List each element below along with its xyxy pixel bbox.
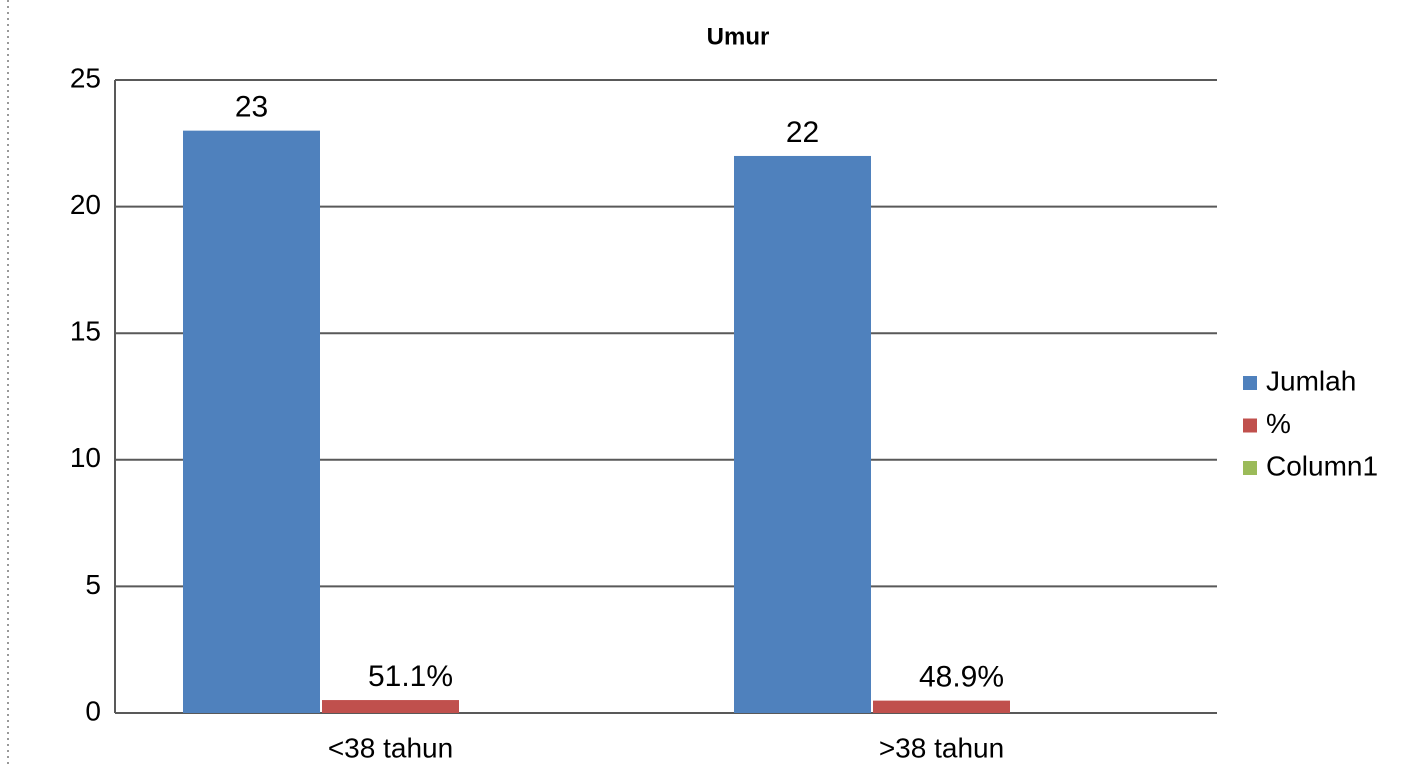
legend-label: % xyxy=(1266,408,1291,439)
bar xyxy=(734,155,871,713)
y-tick-label: 5 xyxy=(85,569,101,600)
data-label: 23 xyxy=(235,91,268,124)
legend-swatch xyxy=(1243,376,1257,390)
x-tick-label: >38 tahun xyxy=(879,732,1004,763)
y-tick-label: 0 xyxy=(85,695,101,726)
x-tick-label: <38 tahun xyxy=(328,732,453,763)
data-label: 51.1% xyxy=(368,660,453,693)
bar xyxy=(322,700,459,713)
data-label: 48.9% xyxy=(919,661,1004,694)
bar xyxy=(183,130,320,713)
legend-swatch xyxy=(1243,461,1257,475)
bar xyxy=(873,700,1010,713)
legend-swatch xyxy=(1243,418,1257,433)
y-tick-label: 20 xyxy=(70,189,101,220)
y-tick-label: 10 xyxy=(70,442,101,473)
data-label: 22 xyxy=(786,116,819,149)
y-tick-label: 15 xyxy=(70,316,101,347)
legend-label: Jumlah xyxy=(1266,365,1356,396)
chart-title: Umur xyxy=(707,23,770,50)
y-tick-label: 25 xyxy=(70,62,101,93)
legend-label: Column1 xyxy=(1266,450,1378,481)
